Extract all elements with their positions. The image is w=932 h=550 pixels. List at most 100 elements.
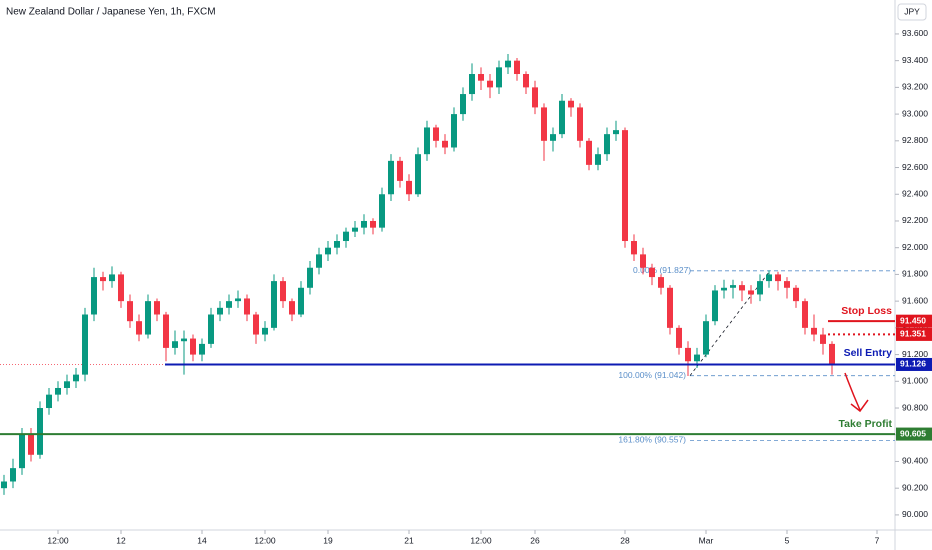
y-tick-label: 91.000 — [902, 376, 928, 386]
candle-body — [721, 287, 727, 291]
candle-body — [757, 281, 763, 295]
y-tick-label: 91.800 — [902, 269, 928, 279]
candle-body — [55, 387, 61, 395]
candle-body — [829, 343, 835, 366]
candle-body — [1, 481, 7, 489]
candle-body — [451, 114, 457, 148]
candle-body — [559, 100, 565, 135]
candle-body — [307, 267, 313, 288]
candle-body — [28, 434, 34, 455]
candle-body — [622, 130, 628, 242]
candle-body — [163, 314, 169, 348]
fib-label: 100.00% (91.042) — [618, 370, 686, 380]
candle-body — [415, 154, 421, 195]
candle-body — [784, 281, 790, 288]
currency-button[interactable] — [897, 3, 927, 21]
candle-body — [469, 74, 475, 95]
candle-body — [775, 274, 781, 282]
level-price-box — [896, 314, 932, 328]
level-price-box — [896, 357, 932, 371]
candle-body — [649, 267, 655, 278]
candle-body — [793, 287, 799, 302]
candle-body — [667, 287, 673, 328]
x-tick-label: 12 — [116, 535, 126, 545]
candle-body — [127, 301, 133, 322]
candle-body — [271, 281, 277, 328]
candle-body — [433, 127, 439, 141]
candle-body — [505, 60, 511, 68]
y-tick-label: 93.000 — [902, 108, 928, 118]
candle-body — [64, 381, 70, 388]
candle-body — [496, 67, 502, 88]
candle-body — [334, 241, 340, 248]
candle-body — [550, 134, 556, 141]
y-tick-label: 90.200 — [902, 482, 928, 492]
candle-body — [541, 107, 547, 141]
y-tick-label: 92.200 — [902, 215, 928, 225]
level-name: Stop Loss — [841, 305, 892, 317]
candle-body — [208, 314, 214, 344]
candle-body — [739, 285, 745, 291]
candle-body — [712, 290, 718, 322]
candle-body — [568, 100, 574, 108]
candle-body — [226, 301, 232, 308]
candle-body — [280, 281, 286, 302]
level-name: Take Profit — [839, 418, 893, 430]
candle-body — [523, 74, 529, 88]
x-tick-label: 14 — [197, 535, 207, 545]
y-tick-label: 90.400 — [902, 456, 928, 466]
x-tick-label: 21 — [404, 535, 414, 545]
x-tick-label: 19 — [323, 535, 333, 545]
candle-body — [604, 134, 610, 155]
candle-body — [658, 277, 664, 288]
y-tick-label: 92.800 — [902, 135, 928, 145]
arrow-head — [850, 399, 869, 413]
candle-body — [514, 60, 520, 75]
level-price-label: 91.126 — [900, 359, 926, 369]
candle-body — [19, 434, 25, 469]
level-price-label: 91.351 — [900, 329, 926, 339]
x-tick-label: 26 — [530, 535, 540, 545]
y-tick-label: 90.000 — [902, 509, 928, 519]
y-tick-label: 92.000 — [902, 242, 928, 252]
y-tick-label: 93.600 — [902, 28, 928, 38]
x-tick-label: Mar — [699, 535, 714, 545]
fib-label: 161.80% (90.557) — [618, 435, 686, 445]
x-tick-label: 12:00 — [470, 535, 492, 545]
candle-body — [100, 277, 106, 282]
currency-label[interactable]: JPY — [904, 6, 920, 16]
level-name: Sell Entry — [844, 347, 893, 359]
candle-body — [262, 327, 268, 335]
candle-body — [46, 394, 52, 409]
candle-body — [379, 194, 385, 228]
candle-body — [802, 301, 808, 328]
chart-title: New Zealand Dollar / Japanese Yen, 1h, F… — [6, 7, 216, 18]
y-tick-label: 91.600 — [902, 295, 928, 305]
candle-body — [676, 327, 682, 348]
candle-body — [388, 160, 394, 195]
candle-body — [190, 338, 196, 355]
candle-body — [91, 277, 97, 315]
candle-body — [694, 354, 700, 362]
arrow — [844, 372, 861, 411]
candle-body — [154, 301, 160, 315]
x-tick-label: 5 — [785, 535, 790, 545]
candle-body — [199, 343, 205, 355]
candle-body — [352, 227, 358, 232]
candle-body — [361, 220, 367, 228]
y-tick-label: 90.800 — [902, 402, 928, 412]
candle-body — [289, 301, 295, 315]
y-tick-label: 92.400 — [902, 189, 928, 199]
candle-body — [478, 74, 484, 81]
level-price-box — [896, 327, 932, 341]
candle-body — [748, 290, 754, 295]
candle-body — [586, 140, 592, 165]
candle-body — [370, 220, 376, 228]
candle-body — [109, 274, 115, 282]
candle-body — [145, 301, 151, 335]
candle-body — [487, 80, 493, 88]
candle-body — [118, 274, 124, 302]
level-price-label: 90.605 — [900, 428, 926, 438]
